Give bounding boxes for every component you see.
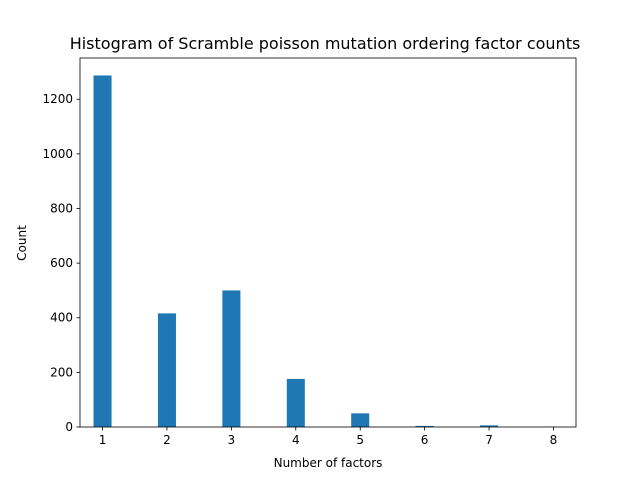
x-tick-label: 5: [356, 433, 364, 447]
x-axis-ticks: 1 2 3 4 5 6 7 8: [99, 427, 558, 447]
plot-frame: [79, 57, 577, 428]
y-tick-label: 400: [50, 311, 73, 325]
bar-2: [157, 313, 176, 427]
y-tick-label: 1200: [42, 92, 73, 106]
y-tick-label: 200: [50, 365, 73, 379]
x-tick-label: 2: [163, 433, 171, 447]
x-tick-label: 4: [292, 433, 300, 447]
y-tick-label: 600: [50, 256, 73, 270]
x-tick-label: 1: [99, 433, 107, 447]
x-tick-label: 3: [228, 433, 236, 447]
x-axis-label: Number of factors: [274, 456, 383, 470]
x-tick-label: 8: [550, 433, 558, 447]
y-tick-label: 0: [65, 420, 73, 434]
y-tick-label: 800: [50, 201, 73, 215]
bar-6: [415, 425, 434, 427]
x-tick-label: 7: [485, 433, 493, 447]
y-axis-ticks: 0 200 400 600 800 1000 1200: [42, 92, 80, 434]
bar-1: [93, 75, 112, 428]
y-axis-label: Count: [15, 225, 29, 261]
y-tick-label: 1000: [42, 147, 73, 161]
bar-series: [93, 75, 563, 428]
bar-7: [480, 425, 499, 427]
x-tick-label: 6: [421, 433, 429, 447]
bar-4: [286, 378, 305, 427]
chart-title: Histogram of Scramble poisson mutation o…: [70, 34, 581, 53]
bar-5: [351, 413, 370, 427]
bar-3: [222, 290, 241, 427]
